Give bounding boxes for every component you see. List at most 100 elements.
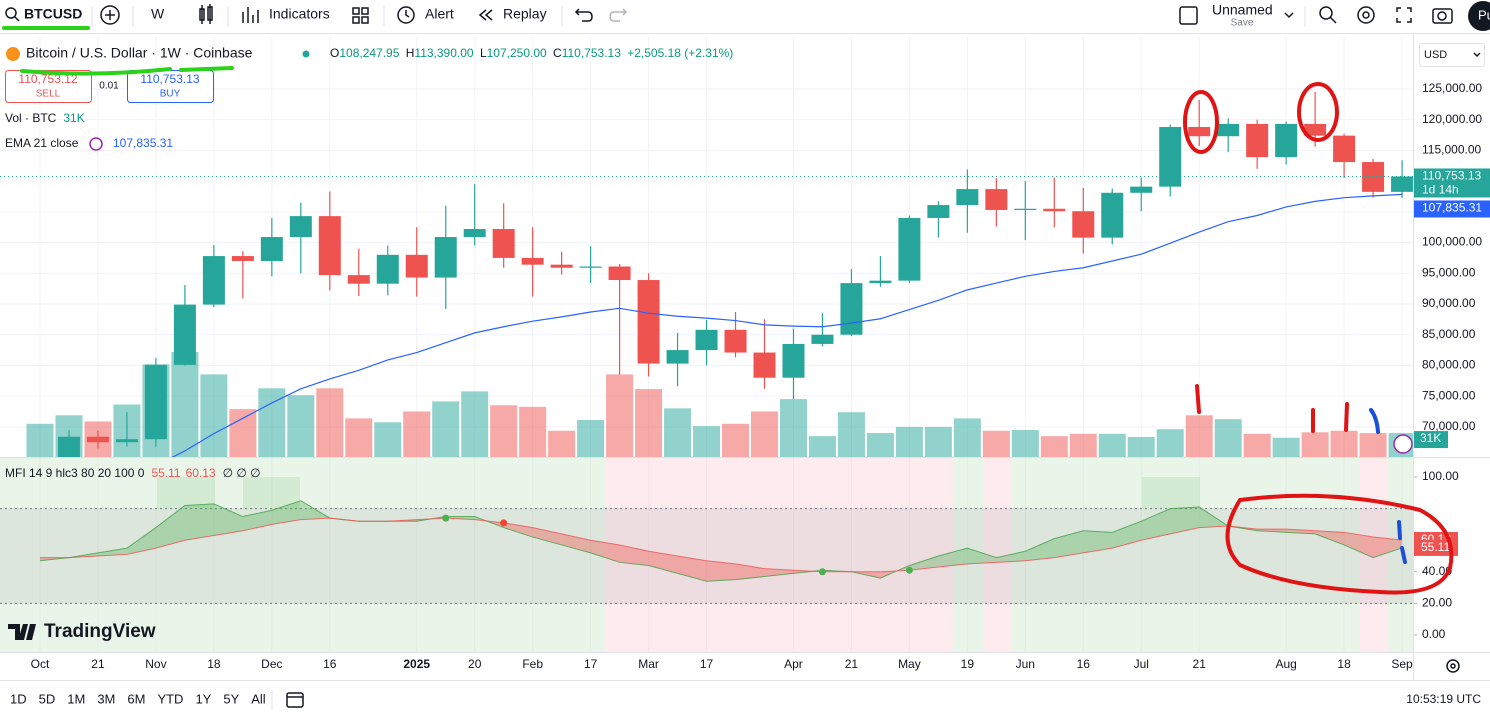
fullscreen[interactable]: [1396, 7, 1412, 23]
x-tick-label: 21: [1193, 657, 1207, 671]
go-to-date[interactable]: [286, 692, 304, 708]
layout-name[interactable]: Unnamed: [1212, 2, 1273, 18]
mfi-background: [0, 457, 1413, 652]
volume-bar: [229, 409, 257, 457]
currency-select[interactable]: USD: [1419, 43, 1485, 67]
time-range[interactable]: 5D: [39, 691, 56, 706]
candle-body: [202, 256, 225, 305]
sell-button[interactable]: 110,753.12 SELL: [5, 70, 92, 103]
x-tick-label: Oct: [31, 657, 50, 671]
currency[interactable]: USD: [1424, 49, 1447, 61]
candle-body: [347, 275, 370, 284]
symbol-search[interactable]: BTCUSD: [5, 6, 82, 22]
mfi-fill: [648, 551, 678, 574]
mfi-fill: [1315, 530, 1345, 545]
indicators-button[interactable]: Indicators: [242, 6, 330, 23]
candle-body: [579, 266, 602, 268]
save-label[interactable]: Save: [1231, 18, 1254, 29]
axis-settings[interactable]: [1446, 659, 1460, 673]
sell-label[interactable]: SELL: [36, 89, 61, 100]
time-range[interactable]: All: [251, 691, 266, 706]
redo[interactable]: [609, 8, 628, 22]
undo[interactable]: [574, 8, 593, 22]
mfi-value: 55.11: [151, 466, 180, 480]
candle-body: [753, 352, 776, 378]
alert-icon: [1393, 434, 1413, 454]
mfi-legend: MFI 14 9 hlc3 80 20 100 0 55.11 60.13 ∅ ∅ ∅: [5, 466, 261, 480]
layout-checkbox[interactable]: [1179, 6, 1198, 25]
ema-icon[interactable]: [89, 137, 103, 151]
buy-button[interactable]: 110,753.13 BUY: [127, 70, 214, 103]
x-tick-label: Jun: [1016, 657, 1035, 671]
x-tick-label: Jul: [1134, 657, 1149, 671]
legend: Bitcoin / U.S. Dollar · 1W · Coinbase O1…: [5, 45, 733, 480]
candle-body: [260, 237, 283, 261]
order-quantity[interactable]: 0.01: [99, 81, 119, 92]
candle-body: [956, 189, 979, 206]
user-initials[interactable]: Pu: [1478, 7, 1490, 22]
volume-bar: [1040, 436, 1068, 457]
settings[interactable]: [1357, 6, 1375, 24]
chart-type[interactable]: [199, 4, 213, 24]
alert-label[interactable]: Alert: [425, 6, 454, 22]
volume-bar: [432, 401, 460, 457]
candle-body: [57, 436, 80, 457]
volume-bar: [895, 426, 923, 457]
indicators-label[interactable]: Indicators: [269, 6, 330, 22]
volume-legend: Vol · BTC 31K: [5, 111, 85, 125]
time-range[interactable]: 3M: [97, 691, 115, 706]
mfi-fill: [909, 556, 939, 571]
candle-body: [1333, 135, 1356, 163]
time-range[interactable]: 1M: [67, 691, 85, 706]
time-range[interactable]: YTD: [157, 691, 183, 706]
candle-body: [550, 264, 573, 268]
symbol[interactable]: BTCUSD: [24, 6, 82, 22]
price-badge: [1414, 168, 1490, 198]
replay-button[interactable]: Replay: [478, 6, 547, 22]
open-value: 108,247.95: [339, 46, 399, 60]
candle-body: [869, 280, 892, 284]
candle-body: [521, 257, 544, 265]
ema-value: 107,835.31: [113, 136, 173, 150]
mfi-fill: [271, 500, 301, 525]
volume-bar: [287, 395, 315, 457]
candle-body: [1043, 208, 1066, 212]
close-prefix: C: [553, 46, 562, 60]
low-value: 107,250.00: [487, 46, 547, 60]
volume-bar: [751, 411, 778, 457]
candle-body: [898, 217, 921, 281]
quick-search[interactable]: [1319, 6, 1337, 24]
volume-bar: [403, 411, 431, 457]
templates[interactable]: [352, 7, 369, 24]
interval[interactable]: W: [151, 6, 165, 22]
replay-label[interactable]: Replay: [503, 6, 547, 22]
mfi-fill: [1025, 538, 1055, 561]
volume-bar: [1011, 429, 1039, 457]
layout-menu[interactable]: [1284, 12, 1294, 19]
candle-body: [1246, 123, 1269, 158]
alert-button[interactable]: Alert: [397, 6, 454, 24]
close-value: 110,753.13: [562, 46, 621, 60]
screenshot[interactable]: [1432, 8, 1453, 24]
add-symbol[interactable]: [100, 5, 120, 25]
high-value: 113,390.00: [414, 46, 473, 60]
mfi-cross-dot: [905, 566, 913, 574]
ema-badge: [1414, 200, 1490, 218]
volume-last: 31K: [63, 111, 84, 125]
x-tick-label: Feb: [522, 657, 543, 671]
volume-name: Vol · BTC: [5, 111, 57, 125]
bottom-bar: 1D 5D 1M 3M 6M YTD 1Y 5Y All 10:53:19 UTC: [0, 680, 1490, 710]
buy-label[interactable]: BUY: [160, 89, 181, 100]
time-range[interactable]: 1D: [10, 691, 27, 706]
time-range[interactable]: 5Y: [223, 691, 239, 706]
user-avatar[interactable]: Pu: [1468, 1, 1490, 31]
mfi-fill: [155, 505, 185, 549]
mfi-signal-line: [40, 517, 1403, 573]
volume-bar: [924, 426, 952, 457]
sell-price[interactable]: 110,753.12: [18, 72, 77, 86]
mfi-fill: [97, 548, 127, 556]
time-range[interactable]: 1Y: [195, 691, 211, 706]
buy-price[interactable]: 110,753.13: [140, 72, 199, 86]
time-range[interactable]: 6M: [127, 691, 145, 706]
